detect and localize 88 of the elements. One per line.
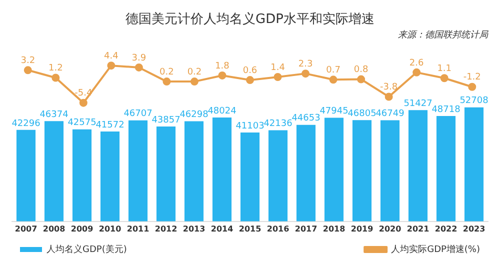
- data-label: 43857: [152, 115, 180, 126]
- data-label: 1.8: [215, 61, 230, 72]
- point: [246, 76, 254, 84]
- x-tick-label: 2016: [266, 224, 290, 234]
- x-tick-label: 2009: [70, 224, 94, 234]
- data-label: 42136: [264, 119, 293, 130]
- point: [218, 71, 226, 80]
- x-tick-label: 2010: [98, 224, 122, 234]
- point: [329, 76, 338, 84]
- data-label: 4.4: [104, 51, 119, 62]
- bar: [464, 107, 484, 222]
- data-label: 41103: [236, 121, 264, 132]
- data-label: 42575: [68, 118, 96, 128]
- data-label: 48718: [432, 104, 461, 115]
- data-label: 44653: [292, 114, 320, 124]
- data-label: 2.6: [409, 58, 424, 68]
- point: [24, 66, 32, 74]
- data-label: 41572: [96, 120, 124, 130]
- x-tick-label: 2007: [14, 224, 38, 234]
- data-label: 51427: [404, 99, 432, 110]
- bar: [184, 121, 204, 222]
- data-label: 42296: [12, 118, 41, 129]
- point: [274, 72, 282, 81]
- data-label: 0.6: [242, 66, 258, 76]
- data-label: 52708: [460, 96, 489, 106]
- point: [52, 74, 60, 82]
- x-tick-label: 2011: [126, 224, 150, 234]
- bar: [100, 131, 120, 222]
- bar: [380, 120, 400, 222]
- point: [384, 92, 393, 101]
- point: [107, 62, 116, 70]
- bar: [268, 130, 288, 222]
- data-label: 1.4: [270, 62, 286, 73]
- bar: [352, 120, 372, 222]
- x-tick-label: 2022: [434, 224, 458, 234]
- data-label: 3.9: [132, 53, 146, 64]
- data-label: 48024: [208, 106, 237, 116]
- bar: [436, 116, 456, 222]
- bar: [240, 132, 260, 222]
- data-label: 46749: [376, 109, 405, 120]
- data-label: 46707: [124, 109, 152, 120]
- x-tick-label: 2020: [378, 224, 402, 234]
- point: [190, 78, 198, 86]
- data-label: 3.2: [20, 56, 36, 66]
- data-label: 0.8: [354, 65, 368, 76]
- point: [468, 82, 476, 91]
- point: [162, 78, 171, 86]
- legend-label: 人均实际GDP增速(%): [391, 244, 480, 255]
- point: [440, 74, 448, 82]
- bar: [44, 121, 64, 222]
- bar: [156, 126, 176, 222]
- bar: [408, 110, 428, 222]
- bar: [296, 124, 316, 222]
- x-tick-label: 2018: [322, 224, 346, 234]
- data-label: 46298: [180, 110, 209, 120]
- data-label: 47945: [320, 106, 348, 117]
- x-tick-label: 2014: [210, 224, 234, 234]
- point: [79, 98, 88, 107]
- legend-label: 人均名义GDP(美元): [46, 244, 127, 255]
- data-label: 0.7: [326, 65, 340, 76]
- x-tick-label: 2013: [182, 224, 206, 234]
- data-label: 0.2: [187, 67, 202, 78]
- bar: [72, 129, 92, 222]
- data-label: 46374: [40, 110, 69, 120]
- point: [134, 63, 143, 72]
- data-label: 46805: [348, 109, 376, 120]
- point: [412, 68, 421, 76]
- data-label: 1.1: [437, 64, 452, 74]
- x-tick-label: 2023: [462, 224, 486, 234]
- bar: [212, 118, 232, 222]
- x-tick-label: 2015: [238, 224, 262, 234]
- bar: [16, 130, 36, 222]
- data-label: -3.8: [380, 82, 398, 93]
- x-tick-label: 2017: [294, 224, 318, 234]
- bar: [128, 120, 148, 222]
- x-tick-label: 2019: [350, 224, 374, 234]
- point: [302, 70, 310, 78]
- x-tick-label: 2008: [42, 224, 66, 234]
- chart-title: 德国美元计价人均名义GDP水平和实际增速: [126, 11, 374, 28]
- data-label: 2.3: [298, 59, 313, 70]
- source-note: 来源：德国联邦统计局: [398, 29, 489, 40]
- data-label: -1.2: [463, 72, 481, 83]
- x-tick-label: 2012: [154, 224, 178, 234]
- bar: [324, 118, 344, 222]
- point: [357, 75, 366, 84]
- data-label: 1.2: [48, 64, 63, 74]
- data-label: 0.2: [160, 67, 174, 78]
- x-tick-label: 2021: [406, 224, 430, 234]
